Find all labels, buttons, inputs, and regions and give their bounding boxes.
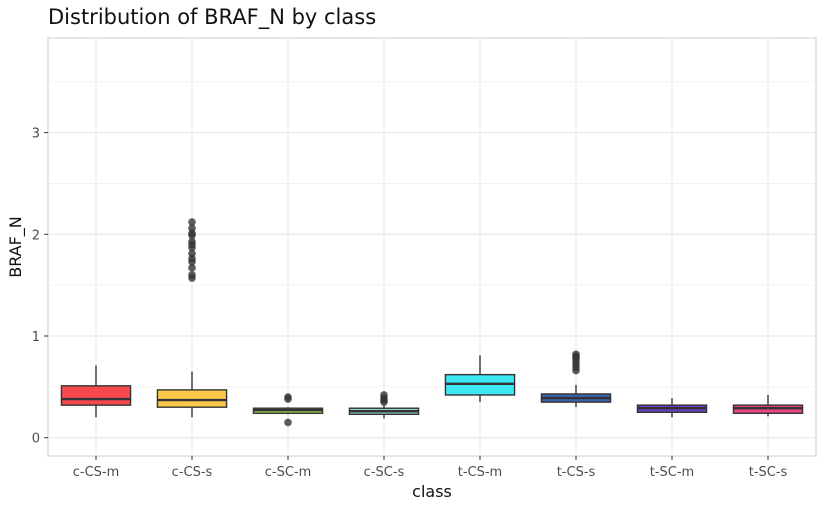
box-iqr: [156, 389, 228, 408]
x-tick-label: t-SC-m: [650, 465, 694, 480]
outlier-point: [188, 224, 196, 232]
outlier-point: [380, 391, 388, 399]
y-tick-label: 3: [32, 127, 40, 142]
outlier-point: [284, 393, 292, 401]
box-t-SC-s: [732, 394, 804, 417]
x-tick-label: c-SC-s: [364, 465, 405, 480]
y-tick-label: 2: [32, 228, 40, 243]
outlier-point: [188, 271, 196, 279]
y-tick-label: 0: [32, 432, 40, 447]
box-t-CS-m: [444, 355, 516, 403]
x-tick-label: t-CS-m: [458, 465, 502, 480]
outlier-point: [572, 350, 580, 359]
outlier-point: [188, 264, 196, 272]
box-t-CS-s: [540, 350, 612, 408]
box-c-SC-m: [252, 393, 324, 427]
x-axis-title: class: [412, 482, 452, 501]
outlier-point: [188, 237, 196, 246]
y-axis-ticks: 0 1 2 3: [32, 127, 48, 447]
box-c-CS-m: [60, 365, 132, 418]
y-tick-label: 1: [32, 330, 40, 345]
x-tick-label: c-SC-m: [265, 465, 312, 480]
x-tick-label: t-SC-s: [749, 465, 788, 480]
x-axis-ticks: c-CS-m c-CS-s c-SC-m c-SC-s t-CS-m t-CS-s t-SC…: [73, 456, 788, 480]
box-t-SC-m: [636, 398, 708, 418]
x-tick-label: t-CS-s: [557, 465, 596, 480]
x-tick-label: c-CS-s: [172, 465, 213, 480]
chart-title: Distribution of BRAF_N by class: [48, 5, 376, 30]
outlier-point: [188, 249, 196, 258]
plot-panel: [47, 37, 817, 457]
x-tick-label: c-CS-m: [73, 465, 120, 480]
box-c-CS-s: [156, 218, 228, 418]
outlier-point: [284, 418, 292, 427]
outlier-point: [188, 218, 196, 226]
box-c-SC-s: [348, 391, 420, 419]
boxes: [60, 218, 804, 427]
y-axis-title: BRAF_N: [6, 216, 26, 278]
box-iqr: [60, 385, 132, 406]
